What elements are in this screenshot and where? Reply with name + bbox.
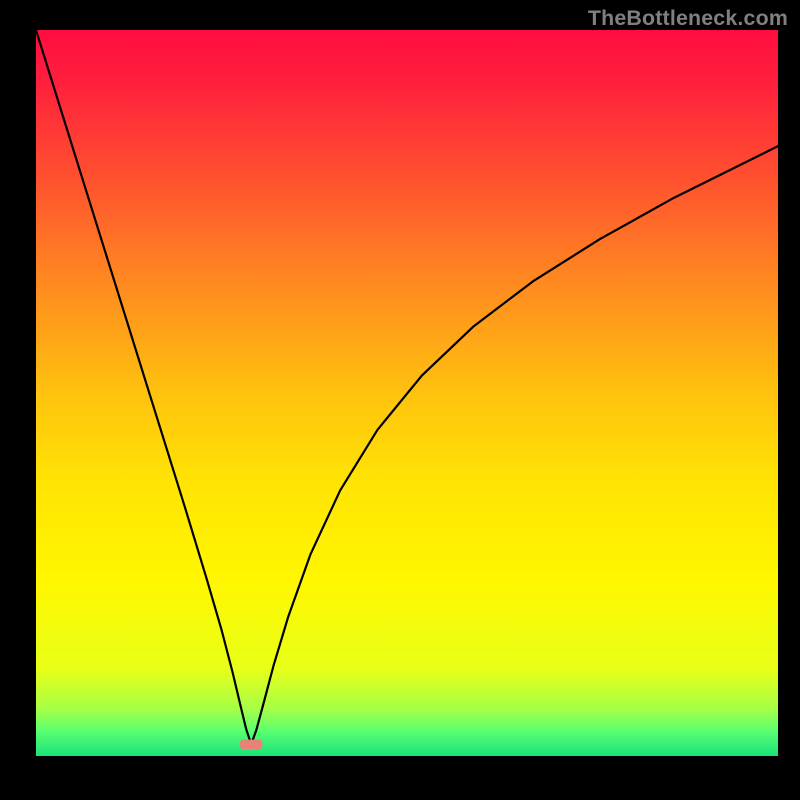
watermark-text: TheBottleneck.com <box>588 6 788 31</box>
chart-container: TheBottleneck.com <box>0 0 800 800</box>
minimum-marker <box>240 740 262 749</box>
plot-svg <box>0 0 800 800</box>
